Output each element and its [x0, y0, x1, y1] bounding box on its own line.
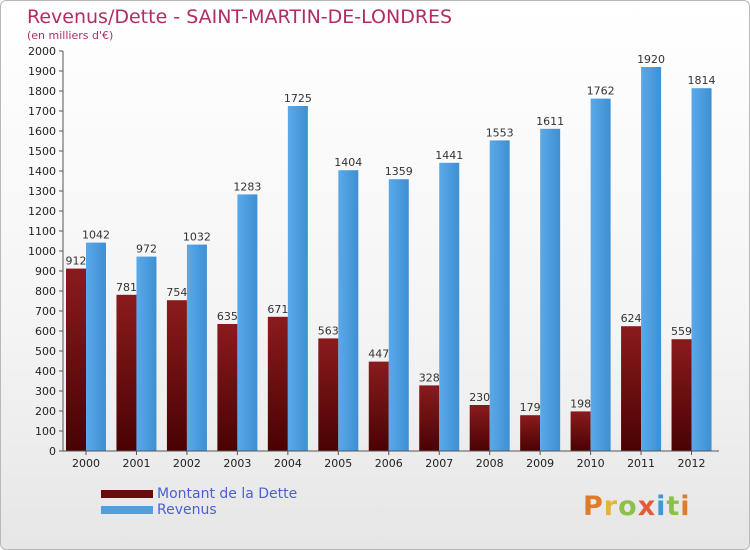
- bar-revenue: [540, 128, 561, 452]
- x-tick-label: 2006: [375, 457, 403, 470]
- y-tick-label: 1000: [28, 245, 56, 258]
- value-label-debt: 635: [217, 310, 238, 323]
- legend-swatch-revenue: [101, 506, 153, 514]
- y-tick-label: 400: [35, 365, 56, 378]
- y-tick-label: 300: [35, 385, 56, 398]
- bar-revenue: [439, 162, 460, 452]
- value-label-revenue: 1762: [587, 85, 615, 98]
- value-label-debt: 179: [520, 401, 541, 414]
- bar-revenue: [86, 242, 106, 451]
- value-label-debt: 198: [570, 397, 591, 410]
- y-tick-label: 1500: [28, 145, 56, 158]
- bar-revenue: [691, 88, 712, 451]
- y-tick-label: 1200: [28, 205, 56, 218]
- bar-debt: [217, 324, 238, 451]
- x-tick-label: 2009: [526, 457, 554, 470]
- y-tick-label: 1600: [28, 125, 56, 138]
- y-tick-label: 700: [35, 305, 56, 318]
- bar-debt: [419, 385, 440, 451]
- bar-revenue: [237, 194, 258, 451]
- value-label-revenue: 1042: [82, 229, 110, 242]
- bar-debt: [166, 300, 187, 451]
- bar-revenue: [136, 256, 157, 451]
- value-label-revenue: 1611: [536, 115, 564, 128]
- value-label-debt: 447: [368, 348, 389, 361]
- chart-title: Revenus/Dette - SAINT-MARTIN-DE-LONDRES: [27, 6, 453, 28]
- y-tick-label: 1300: [28, 185, 56, 198]
- bar-revenue: [388, 179, 409, 451]
- bar-debt: [368, 361, 389, 451]
- value-label-debt: 230: [469, 391, 490, 404]
- value-label-revenue: 1553: [486, 126, 514, 139]
- bar-debt: [621, 326, 642, 451]
- y-tick-label: 1100: [28, 225, 56, 238]
- bar-debt: [66, 268, 86, 451]
- value-label-revenue: 1920: [637, 53, 665, 66]
- y-tick-label: 800: [35, 285, 56, 298]
- value-label-revenue: 1725: [284, 92, 312, 105]
- y-tick-label: 1400: [28, 165, 56, 178]
- y-tick-label: 0: [49, 445, 56, 458]
- x-tick-label: 2011: [627, 457, 655, 470]
- bar-revenue: [287, 106, 308, 451]
- bar-revenue: [641, 67, 662, 451]
- bar-revenue: [489, 140, 510, 451]
- x-tick-label: 2012: [678, 457, 706, 470]
- value-label-debt: 781: [116, 281, 137, 294]
- value-label-revenue: 1441: [435, 149, 463, 162]
- legend-label-revenue: Revenus: [157, 502, 217, 518]
- bar-debt: [520, 415, 541, 451]
- bar-debt: [671, 339, 692, 451]
- x-tick-label: 2002: [173, 457, 201, 470]
- y-tick-label: 900: [35, 265, 56, 278]
- bar-debt: [267, 316, 288, 451]
- value-label-debt: 754: [166, 286, 187, 299]
- x-tick-label: 2007: [425, 457, 453, 470]
- proxiti-logo: Proxiti: [583, 491, 691, 522]
- legend-label-debt: Montant de la Dette: [157, 486, 298, 502]
- bar-debt: [570, 411, 591, 451]
- x-tick-label: 2003: [223, 457, 251, 470]
- bar-revenue: [186, 244, 207, 451]
- bar-debt: [469, 405, 490, 451]
- y-tick-label: 1700: [28, 105, 56, 118]
- bar-debt: [318, 338, 339, 451]
- value-label-revenue: 1032: [183, 231, 211, 244]
- value-label-debt: 559: [671, 325, 692, 338]
- y-tick-label: 100: [35, 425, 56, 438]
- bar-revenue: [338, 170, 359, 451]
- value-label-debt: 671: [267, 303, 288, 316]
- y-tick-label: 1900: [28, 65, 56, 78]
- x-tick-label: 2001: [122, 457, 150, 470]
- y-tick-label: 600: [35, 325, 56, 338]
- value-label-revenue: 972: [136, 243, 157, 256]
- y-tick-label: 1800: [28, 85, 56, 98]
- x-tick-label: 2008: [476, 457, 504, 470]
- value-label-debt: 563: [318, 324, 339, 337]
- x-tick-label: 2000: [72, 457, 100, 470]
- value-label-revenue: 1814: [688, 74, 716, 87]
- y-tick-label: 2000: [28, 45, 56, 58]
- value-label-debt: 624: [621, 312, 642, 325]
- value-label-debt: 912: [66, 255, 87, 268]
- value-label-debt: 328: [419, 371, 440, 384]
- legend-swatch-debt: [101, 490, 153, 498]
- y-tick-label: 500: [35, 345, 56, 358]
- value-label-revenue: 1404: [334, 156, 362, 169]
- value-label-revenue: 1359: [385, 165, 413, 178]
- x-tick-label: 2010: [577, 457, 605, 470]
- bar-revenue: [590, 98, 611, 451]
- bar-debt: [116, 294, 137, 451]
- chart-subtitle: (en milliers d'€): [27, 29, 114, 42]
- value-label-revenue: 1283: [233, 180, 261, 193]
- y-tick-label: 200: [35, 405, 56, 418]
- x-tick-label: 2005: [324, 457, 352, 470]
- x-tick-label: 2004: [274, 457, 302, 470]
